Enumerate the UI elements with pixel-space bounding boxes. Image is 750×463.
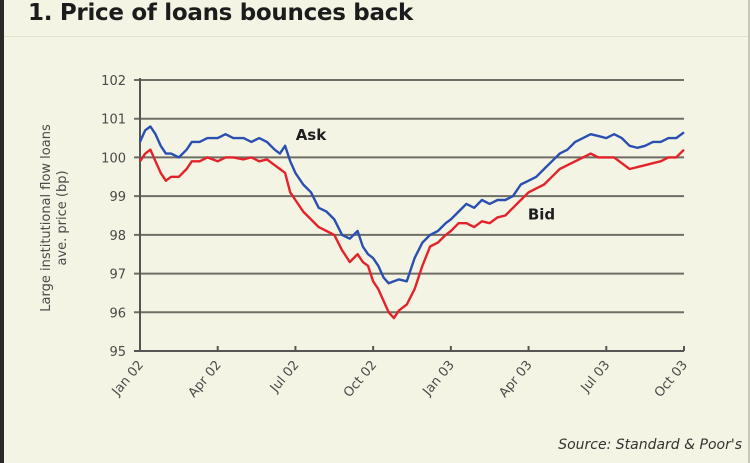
title-divider: [4, 36, 748, 37]
y-tick-label: 102: [101, 74, 126, 89]
y-tick-label: 101: [101, 113, 126, 128]
y-tick-label: 96: [109, 306, 126, 321]
series-label-ask: Ask: [296, 126, 328, 144]
x-axis-tick-labels: Jan 02 Apr 02 Jul 02 Oct 02 Jan 03 Apr 03 Jul …: [109, 358, 691, 401]
y-tick-label: 97: [109, 268, 126, 283]
axes: [134, 78, 685, 352]
x-tick-label: Apr 03: [496, 358, 535, 401]
y-axis-title-line-1: Large institutional flow loans: [39, 124, 54, 312]
left-border: [0, 0, 4, 463]
right-border: [748, 0, 750, 463]
y-axis-tick-labels: 95 96 97 98 99 100 101 102: [101, 74, 126, 360]
y-axis-title-line-2: ave. price (bp): [55, 170, 70, 265]
y-tick-label: 98: [109, 229, 126, 244]
x-tick-label: Oct 03: [652, 358, 691, 401]
x-tick-label: Jul 03: [578, 358, 614, 396]
source-note: Source: Standard & Poor's: [558, 437, 742, 453]
y-tick-label: 100: [101, 151, 126, 166]
x-tick-label: Apr 02: [186, 358, 225, 401]
series-line-bid: [139, 148, 685, 320]
x-tick-label: Jan 03: [420, 358, 458, 400]
chart-title: 1. Price of loans bounces back: [28, 0, 414, 26]
x-tick-label: Jul 02: [267, 358, 303, 396]
series-line-ask: [138, 125, 685, 285]
series-label-bid: Bid: [528, 205, 555, 223]
series-labels: Ask Bid: [296, 126, 555, 223]
y-tick-label: 99: [109, 190, 126, 205]
x-tick-label: Oct 02: [341, 358, 380, 401]
y-tick-label: 95: [109, 345, 126, 360]
x-tick-label: Jan 02: [109, 358, 147, 400]
data-series: [138, 125, 685, 320]
